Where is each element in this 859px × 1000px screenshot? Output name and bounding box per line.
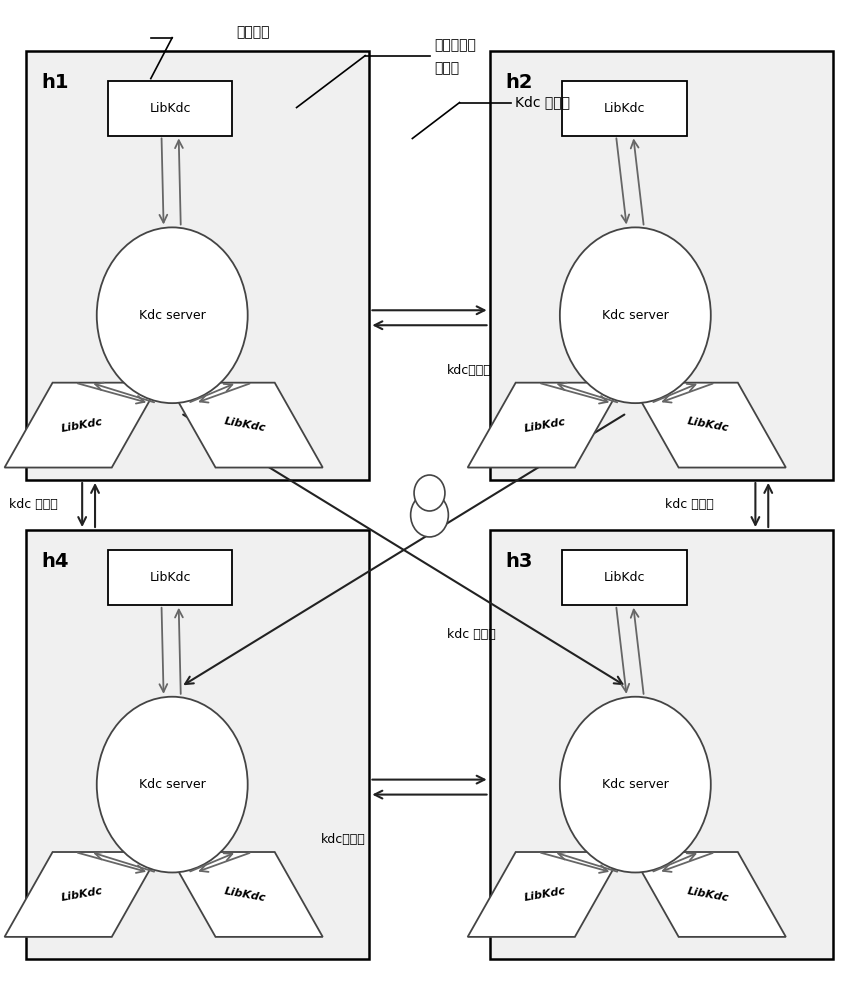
Bar <box>490 530 832 959</box>
Bar <box>27 51 369 480</box>
Text: 服务端: 服务端 <box>434 62 459 76</box>
Text: LibKdc: LibKdc <box>60 886 104 903</box>
Bar <box>27 530 369 959</box>
Text: kdc间连接: kdc间连接 <box>321 833 366 846</box>
Circle shape <box>560 227 710 403</box>
Text: LibKdc: LibKdc <box>604 102 645 115</box>
Polygon shape <box>467 383 623 468</box>
Text: Kdc server: Kdc server <box>139 309 205 322</box>
Text: 数据一致性: 数据一致性 <box>434 39 476 53</box>
Text: LibKdc: LibKdc <box>686 886 730 903</box>
Polygon shape <box>4 852 160 937</box>
Text: h4: h4 <box>42 552 70 571</box>
Text: h3: h3 <box>505 552 533 571</box>
Text: 编程接口: 编程接口 <box>236 26 270 40</box>
Bar <box>490 51 832 480</box>
Text: kdc 间连接: kdc 间连接 <box>9 498 58 511</box>
Circle shape <box>411 493 448 537</box>
Circle shape <box>414 475 445 511</box>
Bar <box>563 81 687 136</box>
Text: LibKdc: LibKdc <box>686 417 730 434</box>
Text: LibKdc: LibKdc <box>149 571 191 584</box>
Polygon shape <box>168 852 323 937</box>
Circle shape <box>97 697 247 872</box>
Text: LibKdc: LibKdc <box>223 417 267 434</box>
Bar <box>563 550 687 605</box>
Bar <box>108 550 232 605</box>
Text: kdc间连接: kdc间连接 <box>447 364 491 377</box>
Text: LibKdc: LibKdc <box>223 886 267 903</box>
Text: kdc 间连接: kdc 间连接 <box>447 628 496 641</box>
Polygon shape <box>631 852 786 937</box>
Circle shape <box>560 697 710 872</box>
Text: Kdc 间连接: Kdc 间连接 <box>515 96 570 110</box>
Text: LibKdc: LibKdc <box>149 102 191 115</box>
Polygon shape <box>4 383 160 468</box>
Text: Kdc server: Kdc server <box>139 778 205 791</box>
Polygon shape <box>467 852 623 937</box>
Text: LibKdc: LibKdc <box>60 417 104 434</box>
Polygon shape <box>168 383 323 468</box>
Text: Kdc server: Kdc server <box>602 778 668 791</box>
Text: h2: h2 <box>505 73 533 92</box>
Bar <box>108 81 232 136</box>
Text: LibKdc: LibKdc <box>604 571 645 584</box>
Text: h1: h1 <box>42 73 70 92</box>
Text: kdc 间连接: kdc 间连接 <box>666 498 714 511</box>
Text: LibKdc: LibKdc <box>524 417 567 434</box>
Polygon shape <box>631 383 786 468</box>
Circle shape <box>97 227 247 403</box>
Text: Kdc server: Kdc server <box>602 309 668 322</box>
Text: LibKdc: LibKdc <box>524 886 567 903</box>
